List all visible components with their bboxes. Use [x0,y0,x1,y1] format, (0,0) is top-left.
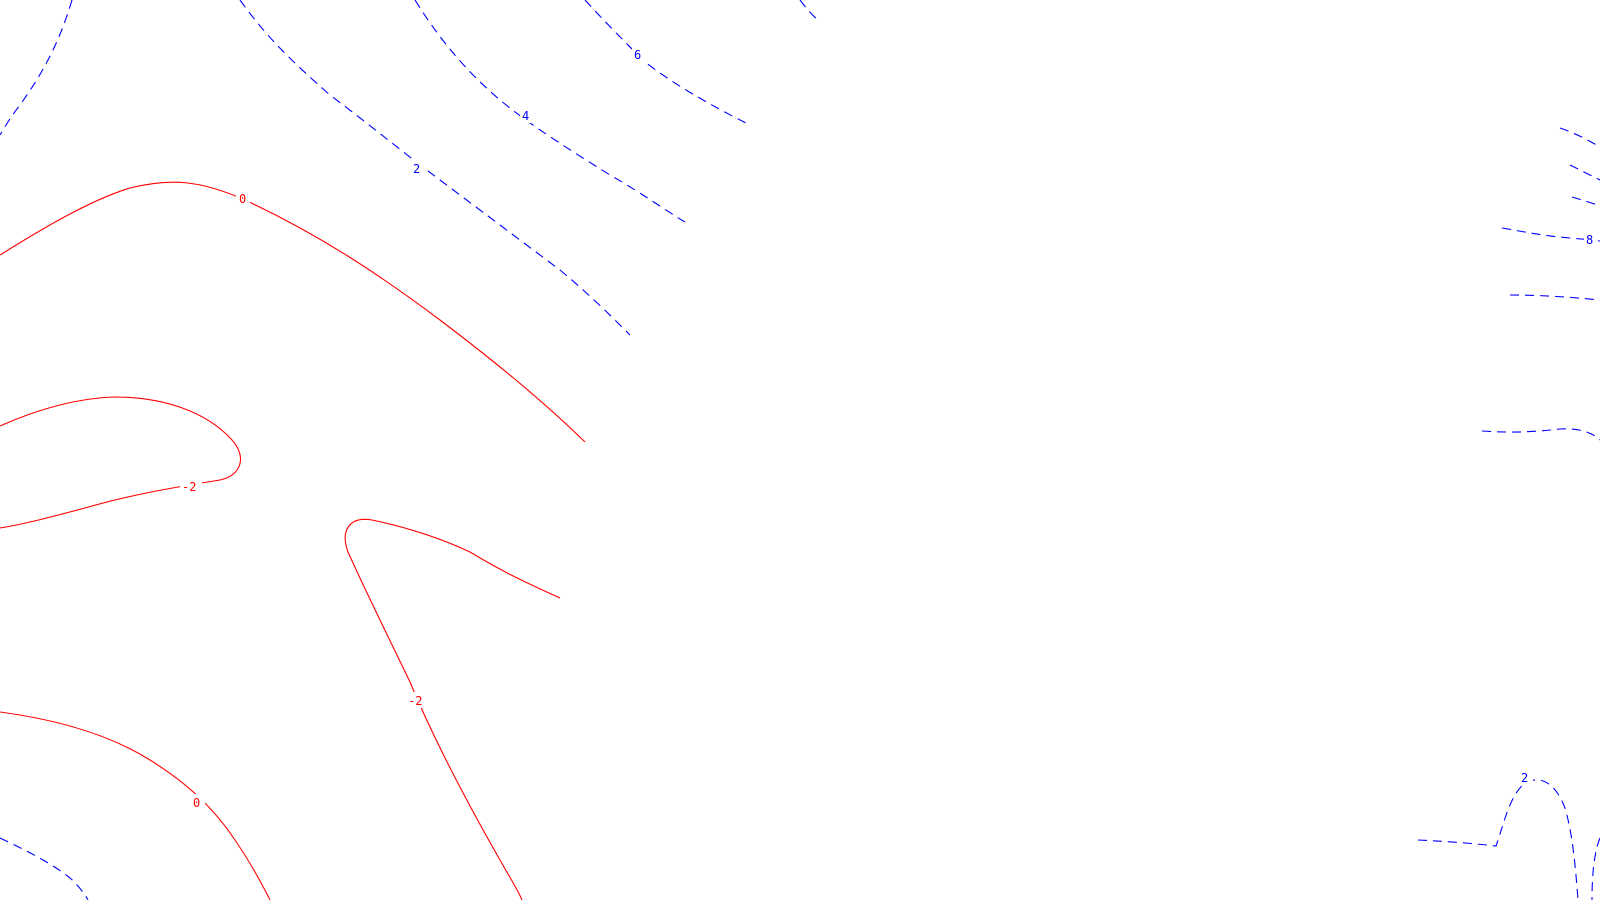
contour-line-pos-2-lower-right [1417,779,1579,900]
contour-line-pos-left-edge [0,0,73,136]
contour-line-pos-right-6 [1481,428,1600,441]
contour-label-pos-4-upper: 4 [522,109,529,123]
contour-line-pos-lower-left [0,837,89,900]
contour-line-pos-right-2 [1569,164,1600,181]
contour-line-zero-lower [0,711,271,900]
contour-label-pos-2-lower-right: 2 [1521,771,1528,785]
contour-line-pos-right-5 [1509,294,1600,301]
contour-line-pos-right-3 [1571,196,1600,207]
contour-label-zero-lower: 0 [193,796,200,810]
contour-line-neg-left [0,396,241,529]
contour-label-pos-8-right: 8 [1586,233,1593,247]
contour-line-pos-lower-right-edge [1591,837,1600,900]
contour-label-pos-6-upper: 6 [634,48,641,62]
contour-label-zero-upper: 0 [239,192,246,206]
contour-line-neg-center [344,518,561,900]
contour-line-pos-top-stub [799,0,819,21]
contour-line-pos-right-1 [1559,127,1600,148]
contour-line-pos-4-upper [414,0,686,223]
contour-label-neg-left: -2 [182,480,196,494]
contour-line-pos-2-upper [239,0,631,336]
contour-label-pos-2-upper: 2 [413,162,420,176]
contour-line-zero-upper [0,181,586,443]
contour-label-neg-center: -2 [408,694,422,708]
contour-line-pos-6-upper [584,0,751,126]
